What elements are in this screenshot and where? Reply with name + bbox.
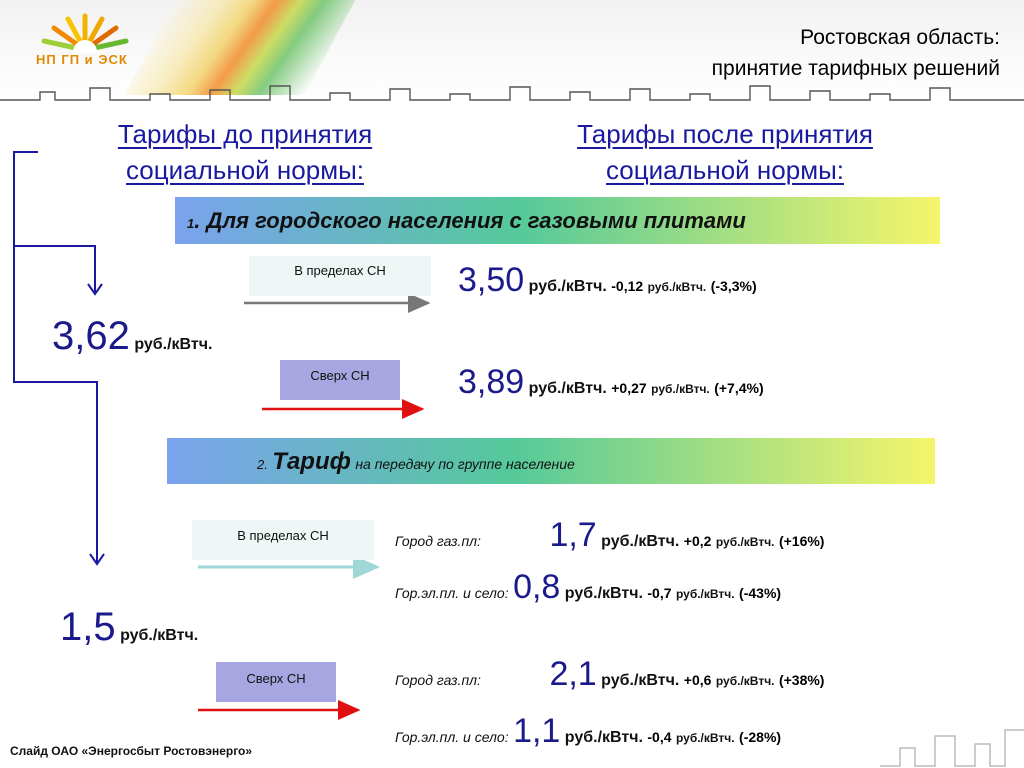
s2-within-row-1-unit: руб./кВтч. — [601, 533, 680, 550]
s2-above-row-1: Город газ.пл: 2,1 руб./кВтч. +0,6 руб./к… — [395, 655, 824, 694]
s2-above-row-1-pct: (+38%) — [778, 672, 825, 688]
s2-above-row-2-pct: (-28%) — [739, 729, 782, 745]
old-tariff-1-value: 3,62 — [52, 314, 130, 358]
s2-above-row-1-label: Город газ.пл: — [395, 672, 481, 688]
s2-within-row-2-diff-unit: руб./кВтч. — [675, 587, 735, 601]
heading-before: Тарифы до принятия социальной нормы: — [40, 116, 450, 188]
s2-within-row-2-diff: -0,7 — [647, 585, 672, 601]
s1-within-pct: (-3,3%) — [710, 278, 757, 294]
page-title: Ростовская область: принятие тарифных ре… — [580, 22, 1000, 84]
s2-within-row-2-unit: руб./кВтч. — [564, 585, 643, 602]
title-line-1: Ростовская область: — [800, 26, 1000, 49]
s2-above-row-1-diff-unit: руб./кВтч. — [715, 674, 775, 688]
s1-above-value: 3,89 — [458, 363, 525, 401]
arrow-down-2 — [89, 553, 105, 566]
section-2-bold: Тариф — [272, 448, 351, 475]
s1-above-result: 3,89 руб./кВтч. +0,27 руб./кВтч. (+7,4%) — [458, 363, 764, 402]
old-tariff-1: 3,62 руб./кВтч. — [52, 314, 212, 359]
badge-s1-within: В пределах СН — [249, 256, 431, 296]
s2-within-row-2-value: 0,8 — [513, 568, 561, 606]
s2-within-row-1-pct: (+16%) — [778, 533, 825, 549]
s2-above-row-1-value: 2,1 — [549, 655, 597, 693]
s1-above-diff-unit: руб./кВтч. — [651, 382, 710, 396]
s2-above-row-2-unit: руб./кВтч. — [564, 729, 643, 746]
s1-above-diff: +0,27 — [611, 380, 647, 396]
s2-within-row-2-label: Гор.эл.пл. и село: — [395, 585, 509, 601]
badge-s2-within: В пределах СН — [192, 520, 374, 560]
heading-before-line-2: социальной нормы: — [126, 155, 364, 185]
title-line-2: принятие тарифных решений — [711, 57, 1000, 80]
old-tariff-2-value: 1,5 — [60, 605, 116, 649]
section-1-band: 1. Для городского населения с газовыми п… — [175, 197, 940, 244]
s1-within-result: 3,50 руб./кВтч. -0,12 руб./кВтч. (-3,3%) — [458, 261, 757, 300]
sun-logo-icon — [41, 13, 129, 53]
s1-above-unit: руб./кВтч. — [528, 380, 607, 397]
old-tariff-1-unit: руб./кВтч. — [134, 336, 213, 353]
s2-above-row-2-diff: -0,4 — [647, 729, 672, 745]
s2-above-row-2-diff-unit: руб./кВтч. — [675, 731, 735, 745]
s2-within-row-1: Город газ.пл: 1,7 руб./кВтч. +0,2 руб./к… — [395, 516, 824, 555]
section-2-number: 2. — [257, 457, 268, 472]
s2-above-row-1-diff: +0,6 — [683, 672, 712, 688]
heading-after-line-2: социальной нормы: — [606, 155, 844, 185]
old-tariff-2-unit: руб./кВтч. — [120, 627, 199, 644]
s2-above-row-1-unit: руб./кВтч. — [601, 672, 680, 689]
s2-within-row-1-label: Город газ.пл: — [395, 533, 481, 549]
s2-within-row-1-diff-unit: руб./кВтч. — [715, 535, 775, 549]
footer-text: Слайд ОАО «Энергосбыт Ростовэнерго» — [10, 744, 253, 758]
s1-within-diff-unit: руб./кВтч. — [647, 280, 707, 294]
s2-within-row-2-pct: (-43%) — [739, 585, 782, 601]
s1-above-pct: (+7,4%) — [714, 380, 764, 396]
badge-s1-above: Сверх СН — [280, 360, 400, 400]
s2-above-row-2: Гор.эл.пл. и село: 1,1 руб./кВтч. -0,4 р… — [395, 712, 781, 751]
s2-above-row-2-value: 1,1 — [513, 712, 561, 750]
s2-within-row-1-value: 1,7 — [549, 516, 597, 554]
heading-before-line-1: Тарифы до принятия — [117, 119, 373, 149]
section-2-rest: на передачу по группе население — [355, 456, 575, 472]
s2-within-row-1-diff: +0,2 — [683, 533, 712, 549]
arrow-down-1 — [87, 283, 103, 296]
heading-after-line-1: Тарифы после принятия — [577, 119, 873, 149]
s1-within-diff: -0,12 — [611, 278, 644, 294]
bracket-line — [13, 151, 98, 562]
footer-skyline-icon — [880, 729, 1024, 767]
badge-s2-above: Сверх СН — [216, 662, 336, 702]
logo-text: НП ГП и ЭСК — [36, 52, 128, 67]
heading-after: Тарифы после принятия социальной нормы: — [490, 116, 960, 188]
section-1-text: . Для городского населения с газовыми пл… — [194, 208, 746, 233]
city-skyline-icon — [0, 85, 1024, 101]
old-tariff-2: 1,5 руб./кВтч. — [60, 605, 198, 650]
section-2-band: 2. Тариф на передачу по группе население — [167, 438, 935, 484]
logo: НП ГП и ЭСК — [30, 8, 140, 70]
s2-within-row-2: Гор.эл.пл. и село: 0,8 руб./кВтч. -0,7 р… — [395, 568, 781, 607]
s2-above-row-2-label: Гор.эл.пл. и село: — [395, 729, 509, 745]
s1-within-value: 3,50 — [458, 261, 525, 299]
s1-within-unit: руб./кВтч. — [528, 278, 607, 295]
section-1-number: 1 — [187, 216, 195, 231]
